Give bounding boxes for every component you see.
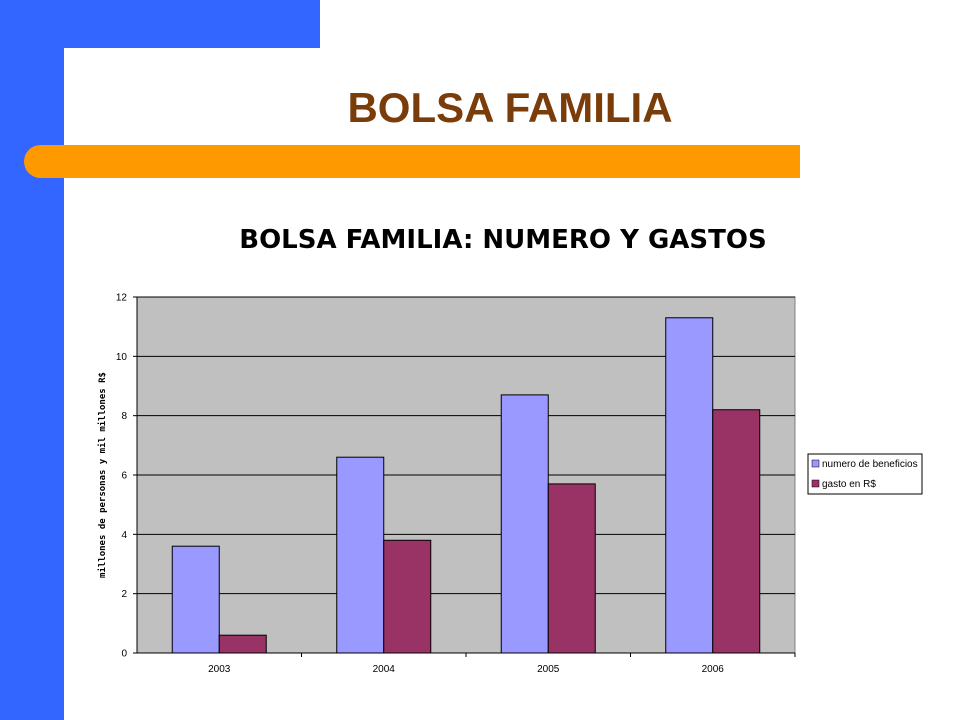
bar-numero-2003	[171, 545, 220, 654]
legend: numero de beneficios gasto en R$	[807, 453, 923, 495]
x-tick-label: 2004	[373, 664, 396, 675]
bar-gasto-2003	[218, 634, 267, 654]
bar-numero-2006	[665, 317, 714, 654]
y-axis-label: millones de personas y mil millones R$	[97, 372, 108, 578]
bar-gasto-2004	[383, 539, 432, 654]
chart-title: BOLSA FAMILIA: NUMERO Y GASTOS	[239, 225, 766, 255]
slide-title: BOLSA FAMILIA	[347, 84, 673, 131]
legend-label-gasto: gasto en R$	[822, 479, 876, 490]
legend-label-numero: numero de beneficios	[822, 459, 918, 470]
y-tick-labels: 0 2 4 6 8 10 12	[116, 293, 137, 660]
legend-box	[807, 453, 923, 495]
x-tick-label: 2006	[702, 664, 725, 675]
y-tick-label: 4	[121, 530, 127, 541]
x-tick-label: 2005	[537, 664, 560, 675]
x-tick-label: 2003	[208, 664, 231, 675]
x-tick-labels: 2003 2004 2005 2006	[208, 653, 796, 675]
legend-swatch-gasto	[811, 479, 820, 488]
top-accent-band	[0, 0, 320, 48]
bar-gasto-2005	[547, 483, 596, 654]
legend-swatch-numero	[811, 459, 820, 468]
bar-numero-2005	[500, 394, 549, 654]
y-tick-label: 0	[121, 649, 127, 660]
y-tick-label: 8	[121, 411, 127, 422]
y-tick-label: 2	[121, 589, 127, 600]
y-tick-label: 10	[116, 352, 128, 363]
orange-title-bar	[24, 145, 800, 178]
y-tick-label: 12	[116, 293, 128, 304]
y-tick-label: 6	[121, 471, 127, 482]
bar-numero-2004	[336, 456, 385, 654]
left-accent-band	[0, 0, 64, 720]
bar-gasto-2006	[712, 409, 761, 654]
bars	[171, 317, 761, 654]
